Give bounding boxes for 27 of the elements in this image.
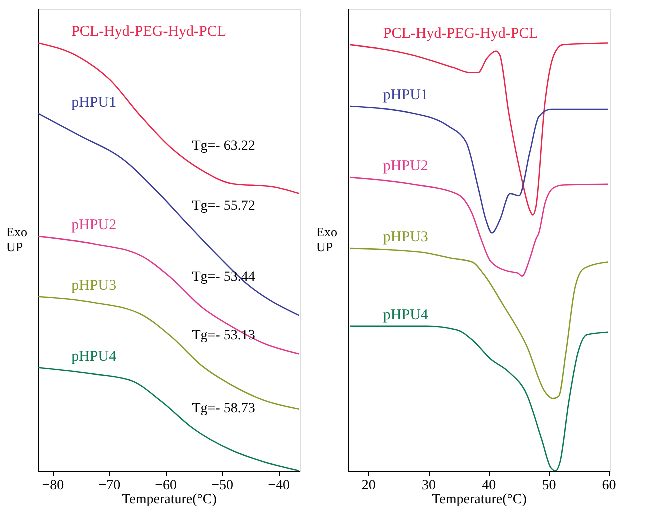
x-tick-label: 50	[542, 478, 556, 494]
y-axis-title: Exo UP	[6, 224, 28, 254]
series-label: pHPU1	[72, 94, 117, 111]
series-label: pHPU2	[72, 218, 117, 234]
x-axis-title: Temperature(°C)	[122, 492, 218, 508]
x-tick-label: −80	[42, 478, 64, 494]
annotation: Tg=- 55.72	[192, 198, 256, 214]
x-tick-label: 20	[362, 478, 376, 494]
x-tick-label: −70	[98, 478, 121, 494]
series-label: pHPU4	[383, 307, 429, 324]
x-tick-label: −50	[212, 478, 234, 494]
series-label: pHPU3	[383, 230, 428, 246]
series-label: pHPU3	[72, 278, 117, 294]
x-tick-label: 40	[482, 478, 496, 494]
y-axis-title: Exo UP	[316, 224, 338, 254]
x-tick-label: −60	[155, 478, 178, 494]
x-tick-label: −40	[268, 478, 290, 494]
series-label: pHPU1	[383, 88, 428, 104]
annotation: Tg=- 63.22	[192, 139, 256, 154]
annotation: Tg=- 58.73	[192, 401, 256, 416]
x-tick-label: 30	[422, 478, 436, 494]
series-label: pHPU2	[383, 158, 428, 175]
series-label: pHPU4	[72, 348, 118, 365]
x-tick-label: 60	[602, 478, 616, 494]
series-label: PCL-Hyd-PEG-Hyd-PCL	[72, 24, 227, 40]
series-label: PCL-Hyd-PEG-Hyd-PCL	[383, 26, 538, 42]
x-axis-title: Temperature(°C)	[432, 492, 528, 508]
